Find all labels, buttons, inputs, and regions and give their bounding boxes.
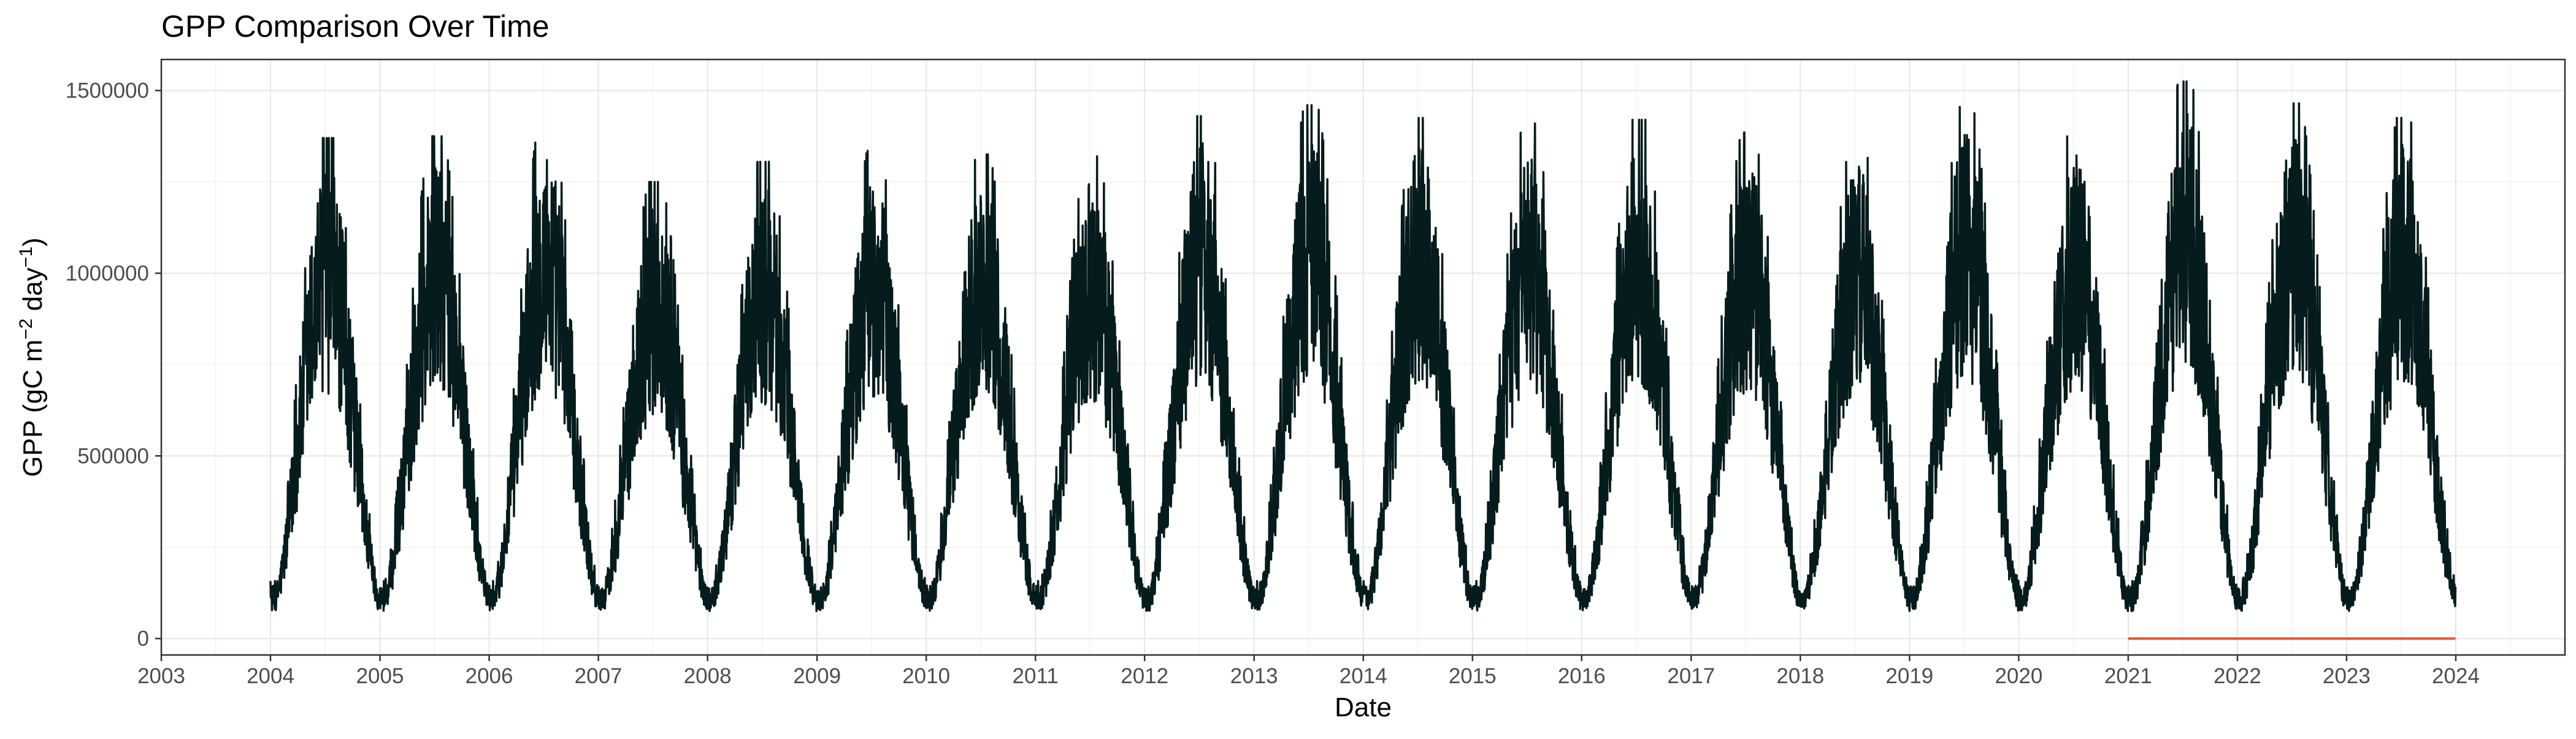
y-axis-label-mid: day <box>18 267 48 318</box>
y-axis-label: GPP (gC m−2 day−1) <box>16 237 48 477</box>
x-tick-label: 2014 <box>1340 664 1387 688</box>
x-axis: 2003 2004 2005 2006 2007 2008 2009 2010 2011 2012… <box>137 655 2480 688</box>
x-tick-label: 2012 <box>1121 664 1168 688</box>
y-axis: 0 500000 1000000 1500000 <box>66 79 161 651</box>
x-tick-label: 2024 <box>2432 664 2480 688</box>
x-tick-label: 2017 <box>1667 664 1715 688</box>
y-axis-label-sup1: −2 <box>16 318 36 339</box>
y-axis-label-base: GPP (gC m <box>18 340 48 477</box>
x-tick-label: 2018 <box>1776 664 1824 688</box>
x-tick-label: 2020 <box>1995 664 2042 688</box>
x-axis-label: Date <box>1335 692 1392 722</box>
x-tick-label: 2021 <box>2104 664 2152 688</box>
x-tick-label: 2022 <box>2214 664 2261 688</box>
x-tick-label: 2019 <box>1885 664 1933 688</box>
y-tick-label: 1000000 <box>66 261 149 285</box>
series-line-main <box>269 80 2457 613</box>
x-tick-label: 2016 <box>1558 664 1606 688</box>
y-axis-label-sup2: −1 <box>16 247 36 267</box>
x-tick-label: 2023 <box>2323 664 2371 688</box>
x-tick-label: 2011 <box>1013 664 1059 688</box>
series-layer <box>269 80 2457 640</box>
x-tick-label: 2004 <box>247 664 294 688</box>
x-tick-label: 2009 <box>793 664 841 688</box>
y-axis-label-end: ) <box>18 237 48 247</box>
x-tick-label: 2010 <box>902 664 950 688</box>
x-tick-label: 2015 <box>1449 664 1497 688</box>
x-tick-label: 2008 <box>684 664 732 688</box>
y-tick-label: 0 <box>137 627 149 651</box>
x-tick-label: 2007 <box>575 664 623 688</box>
x-tick-label: 2003 <box>137 664 185 688</box>
x-tick-label: 2006 <box>466 664 513 688</box>
major-gridlines <box>161 59 2565 655</box>
chart-title: GPP Comparison Over Time <box>161 9 550 44</box>
y-tick-label: 1500000 <box>66 79 149 103</box>
y-tick-label: 500000 <box>77 444 149 468</box>
x-tick-label: 2005 <box>356 664 404 688</box>
x-tick-label: 2013 <box>1230 664 1278 688</box>
